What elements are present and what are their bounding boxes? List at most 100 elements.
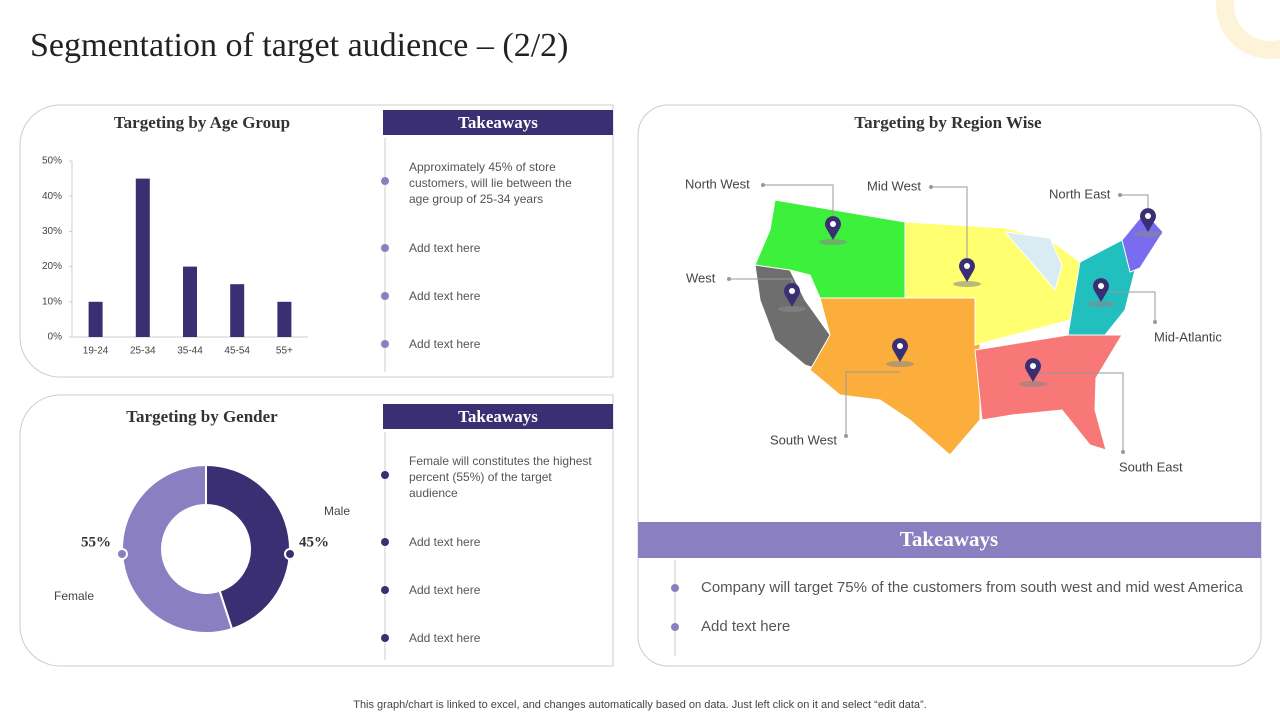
bar bbox=[277, 301, 292, 337]
bullet bbox=[381, 471, 389, 479]
chart-title: Targeting by Age Group bbox=[114, 113, 290, 132]
bullet bbox=[381, 634, 389, 642]
donut-slice bbox=[121, 463, 234, 634]
leader-dot bbox=[1118, 193, 1122, 197]
pin-hole bbox=[830, 221, 836, 227]
decor bbox=[1216, 0, 1280, 59]
bullet bbox=[671, 584, 679, 592]
pin-shadow bbox=[886, 361, 914, 367]
pin-hole bbox=[897, 343, 903, 349]
region-label: North West bbox=[685, 176, 750, 191]
leader-dot bbox=[929, 185, 933, 189]
marker bbox=[116, 548, 128, 560]
bar bbox=[88, 301, 103, 337]
y-tick-label: 30% bbox=[42, 226, 62, 237]
region-southeast bbox=[974, 334, 1123, 451]
bullet bbox=[381, 538, 389, 546]
region-lakes bbox=[1003, 231, 1063, 292]
bar bbox=[183, 266, 197, 337]
y-tick-label: 50% bbox=[42, 156, 62, 167]
region-label: Mid-Atlantic bbox=[1154, 329, 1222, 344]
pin bbox=[892, 338, 909, 362]
us-map bbox=[754, 199, 1164, 456]
pin bbox=[825, 216, 841, 240]
page-title: Segmentation of target audience – (2/2) bbox=[30, 27, 568, 64]
pin-shadow bbox=[1019, 381, 1047, 387]
map-title: Targeting by Region Wise bbox=[854, 113, 1042, 132]
pin-shadow bbox=[1134, 231, 1162, 237]
value-label: 55% bbox=[81, 534, 111, 550]
heading: Takeaways bbox=[383, 110, 613, 135]
y-tick-label: 10% bbox=[42, 296, 62, 307]
pin-hole bbox=[1145, 213, 1151, 219]
leader bbox=[845, 371, 900, 436]
takeaway-item: Add text here bbox=[409, 583, 481, 597]
pin-hole bbox=[1098, 283, 1104, 289]
leader-dot bbox=[1121, 450, 1125, 454]
pin-shadow bbox=[1087, 301, 1115, 307]
pin-hole bbox=[789, 288, 795, 294]
takeaway-item: Company will target 75% of the customers… bbox=[701, 579, 1243, 596]
takeaway-item: Female will constitutes the highest perc… bbox=[409, 454, 592, 500]
footer: This graph/chart is linked to excel, and… bbox=[353, 699, 927, 711]
x-tick-label: 25-34 bbox=[130, 346, 156, 357]
takeaway-item: Add text here bbox=[409, 631, 481, 645]
leader bbox=[1101, 291, 1156, 322]
bullet bbox=[381, 586, 389, 594]
takeaway-item: Add text here bbox=[409, 337, 481, 351]
takeaway-item: Approximately 45% of store customers, wi… bbox=[409, 160, 572, 206]
region-label: Mid West bbox=[867, 178, 921, 193]
bullet bbox=[381, 244, 389, 252]
pin bbox=[1025, 358, 1041, 382]
leader-dot bbox=[844, 434, 848, 438]
pin bbox=[784, 283, 800, 307]
pin bbox=[1093, 278, 1109, 302]
panel bbox=[19, 104, 614, 378]
takeaway-item: Add text here bbox=[409, 535, 481, 549]
pin-shadow bbox=[953, 281, 981, 287]
region-label: South West bbox=[770, 432, 837, 447]
pin bbox=[1140, 208, 1156, 232]
x-tick-label: 35-44 bbox=[177, 346, 203, 357]
takeaway-item: Add text here bbox=[409, 289, 481, 303]
bullet bbox=[671, 623, 679, 631]
region-label: West bbox=[686, 270, 716, 285]
takeaway-item: Add text here bbox=[701, 618, 791, 635]
y-tick-label: 0% bbox=[48, 332, 63, 343]
x-tick-label: 19-24 bbox=[83, 346, 109, 357]
takeaway-item: Add text here bbox=[409, 241, 481, 255]
y-tick-label: 40% bbox=[42, 191, 62, 202]
bullet bbox=[381, 292, 389, 300]
y-tick-label: 20% bbox=[42, 261, 62, 272]
legend-label: Male bbox=[324, 504, 350, 518]
heading: Takeaways bbox=[900, 527, 998, 551]
panel bbox=[19, 394, 614, 667]
heading: Takeaways bbox=[383, 404, 613, 429]
x-tick-label: 55+ bbox=[276, 346, 293, 357]
leader bbox=[1033, 372, 1124, 452]
bar bbox=[230, 284, 245, 337]
leader-dot bbox=[1153, 320, 1157, 324]
bullet bbox=[381, 340, 389, 348]
donut-slice bbox=[205, 463, 291, 631]
leader-dot bbox=[761, 183, 765, 187]
value-label: 45% bbox=[299, 534, 329, 550]
takeaway-bar bbox=[638, 522, 1261, 558]
region-southwest bbox=[809, 297, 981, 456]
leader bbox=[931, 186, 968, 272]
leader bbox=[763, 184, 834, 230]
legend-label: Female bbox=[54, 589, 94, 603]
bullet bbox=[381, 177, 389, 185]
pin-hole bbox=[1030, 363, 1036, 369]
bar bbox=[135, 178, 150, 337]
region-label: South East bbox=[1119, 459, 1183, 474]
x-tick-label: 45-54 bbox=[224, 346, 250, 357]
pin-shadow bbox=[778, 306, 806, 312]
chart-title: Targeting by Gender bbox=[126, 407, 278, 426]
marker bbox=[284, 548, 296, 560]
region-label: North East bbox=[1049, 186, 1111, 201]
panel bbox=[637, 104, 1262, 667]
pin-hole bbox=[964, 263, 970, 269]
